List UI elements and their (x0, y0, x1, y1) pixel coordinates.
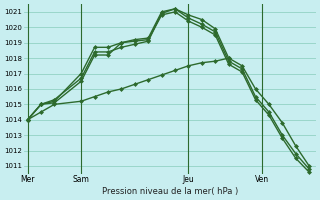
X-axis label: Pression niveau de la mer( hPa ): Pression niveau de la mer( hPa ) (101, 187, 238, 196)
